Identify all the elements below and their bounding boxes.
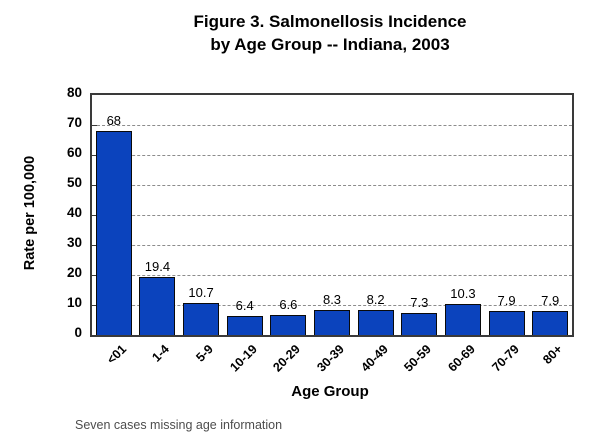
bar: [444, 304, 481, 335]
bar: [226, 315, 263, 335]
y-axis-tick-mark: [92, 185, 97, 186]
gridline: [92, 215, 572, 216]
x-tick-label: <01: [103, 342, 129, 367]
x-tick-label: 70-79: [488, 342, 522, 375]
bar-value-label: 68: [106, 113, 122, 128]
x-tick-label: 20-29: [270, 342, 304, 375]
x-tick-label: 1-4: [149, 342, 173, 365]
x-tick-label: 50-59: [401, 342, 435, 375]
bar: [95, 131, 132, 335]
y-tick-label: 0: [74, 325, 82, 340]
y-axis-tick-mark: [92, 275, 97, 276]
y-axis-tick-mark: [92, 245, 97, 246]
bar-value-label: 7.9: [541, 293, 560, 309]
y-tick-label: 10: [66, 295, 82, 310]
y-tick-label: 20: [66, 265, 82, 280]
x-tick-label: 30-39: [314, 342, 347, 375]
x-tick-label: 40-49: [358, 342, 391, 375]
gridline: [92, 155, 572, 156]
y-axis-tick-mark: [92, 155, 97, 156]
bar-value-label: 19.4: [144, 258, 171, 274]
bar-value-label: 7.9: [497, 293, 516, 309]
bar-value-label: 7.3: [410, 295, 429, 311]
y-tick-label: 70: [66, 115, 82, 130]
bar-value-label: 6.6: [279, 297, 298, 313]
x-tick-label: 5-9: [193, 342, 216, 365]
footnote: Seven cases missing age information: [75, 418, 283, 432]
x-tick-label: 60-69: [445, 342, 478, 375]
chart-title-line-2: by Age Group -- Indiana, 2003: [210, 35, 450, 54]
bar-value-label: 10.7: [188, 284, 214, 300]
bar-value-label: 8.2: [366, 292, 385, 308]
bar: [532, 311, 569, 335]
gridline: [92, 125, 572, 126]
chart-title: Figure 3. Salmonellosis Incidence by Age…: [60, 10, 600, 56]
y-tick-label: 30: [66, 235, 82, 250]
y-tick-label: 50: [66, 175, 82, 190]
chart-title-line-1: Figure 3. Salmonellosis Incidence: [193, 12, 467, 31]
y-tick-label: 40: [66, 205, 82, 220]
y-axis-tick-mark: [92, 125, 97, 126]
x-tick-label: 80+: [540, 342, 566, 367]
y-axis-tick-mark: [92, 305, 97, 306]
plot-area: 68 19.4 10.7 6.4 6.6 8.3 8.2 7.3 10.3 7.9 7.9: [90, 93, 574, 337]
bar: [488, 311, 525, 335]
bar: [270, 315, 307, 335]
x-tick-label: 10-19: [227, 342, 260, 375]
bar-value-label: 8.3: [322, 292, 342, 308]
bar: [401, 313, 438, 335]
bar-value-label: 6.4: [235, 297, 254, 313]
y-axis-tick-mark: [92, 215, 97, 216]
gridline: [92, 275, 572, 276]
gridline: [92, 305, 572, 306]
bar: [183, 302, 220, 335]
bar: [139, 276, 176, 335]
x-axis-title: Age Group: [291, 383, 369, 400]
gridline: [92, 185, 572, 186]
gridline: [92, 245, 572, 246]
bar: [314, 310, 350, 335]
bar-value-label: 10.3: [450, 286, 476, 302]
y-tick-label: 60: [66, 145, 82, 160]
y-tick-label: 80: [66, 85, 82, 100]
bar: [357, 310, 394, 335]
